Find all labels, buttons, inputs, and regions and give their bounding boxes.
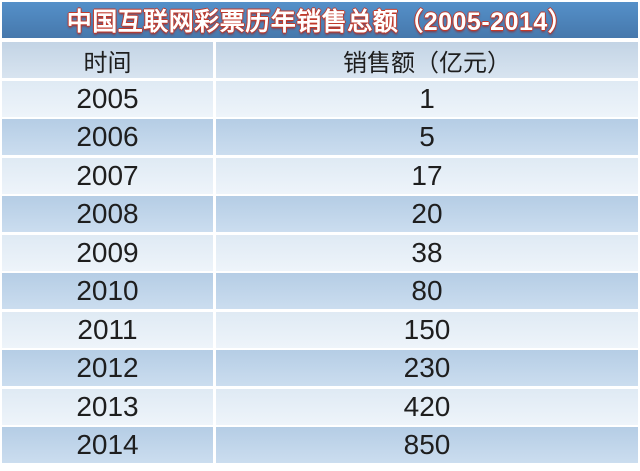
value-cell: 80 [216,273,638,309]
year-cell: 2013 [2,388,213,425]
table-row: 2005 1 [2,80,638,117]
header-cell-time: 时间 [2,42,213,78]
year-cell: 2007 [2,157,213,194]
value-cell: 1 [216,80,638,117]
value-cell: 850 [216,427,638,463]
year-cell: 2010 [2,273,213,309]
year-cell: 2011 [2,311,213,348]
value-cell: 20 [216,196,638,232]
year-cell: 2014 [2,427,213,463]
value-cell: 150 [216,311,638,348]
table-body: 2005 1 2006 5 2007 17 2008 20 2009 38 20… [2,80,638,463]
value-cell: 5 [216,119,638,155]
year-cell: 2012 [2,350,213,386]
table-row: 2010 80 [2,273,638,309]
year-cell: 2005 [2,80,213,117]
year-cell: 2006 [2,119,213,155]
table-row: 2008 20 [2,196,638,232]
table-row: 2013 420 [2,388,638,425]
table-row: 2011 150 [2,311,638,348]
table-row: 2014 850 [2,427,638,463]
table-row: 2012 230 [2,350,638,386]
value-cell: 230 [216,350,638,386]
header-cell-sales: 销售额（亿元） [216,42,638,78]
value-cell: 420 [216,388,638,425]
title-bar: 中国互联网彩票历年销售总额（2005-2014） [2,2,638,38]
sales-table: 时间 销售额（亿元） 2005 1 2006 5 2007 17 2008 20… [2,42,638,463]
table-row: 2009 38 [2,234,638,271]
table-row: 2007 17 [2,157,638,194]
table-row: 2006 5 [2,119,638,155]
year-cell: 2008 [2,196,213,232]
page-title: 中国互联网彩票历年销售总额（2005-2014） [66,8,574,36]
table-header-row: 时间 销售额（亿元） [2,42,638,78]
value-cell: 17 [216,157,638,194]
year-cell: 2009 [2,234,213,271]
value-cell: 38 [216,234,638,271]
